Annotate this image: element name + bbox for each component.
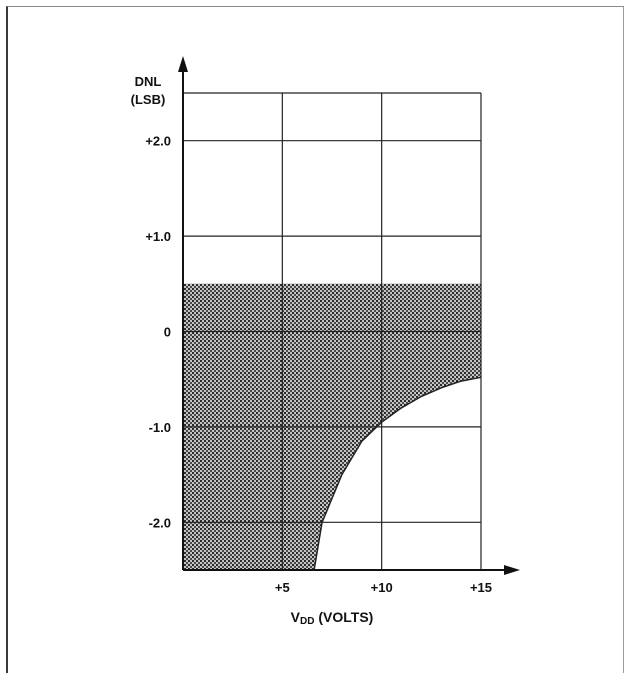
region-boundary-curve	[313, 376, 482, 571]
y-axis-label-line2: (LSB)	[131, 92, 166, 107]
y-tick-label: +1.0	[145, 229, 171, 244]
x-tick-label: +10	[371, 580, 393, 595]
y-axis-label-line1: DNL	[135, 74, 162, 89]
x-tick-label: +5	[275, 580, 290, 595]
y-tick-label: 0	[164, 325, 171, 340]
x-axis-title: VDD (VOLTS)	[291, 609, 374, 627]
x-axis-arrowhead	[504, 565, 520, 575]
x-axis-title-subscript: DD	[300, 616, 314, 627]
y-axis-arrowhead	[178, 56, 188, 72]
x-axis-title-units: (VOLTS)	[314, 609, 373, 625]
x-tick-label: +15	[470, 580, 492, 595]
figure-frame	[6, 6, 624, 673]
y-tick-label: -2.0	[149, 515, 171, 530]
y-tick-label: -1.0	[149, 420, 171, 435]
y-tick-label: +2.0	[145, 134, 171, 149]
x-axis-title-main: V	[291, 609, 301, 625]
